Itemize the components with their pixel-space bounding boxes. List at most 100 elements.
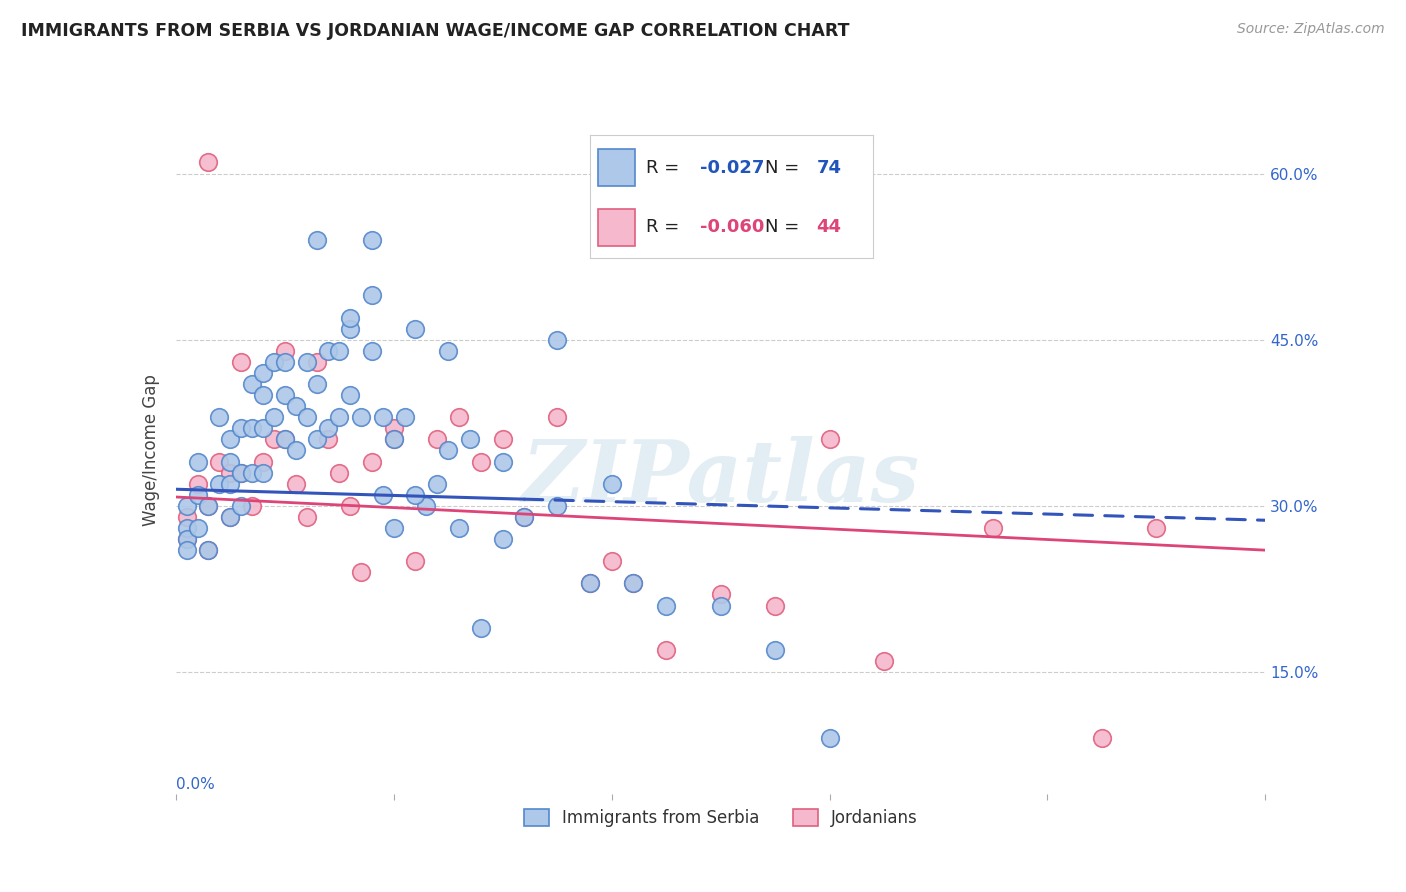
Point — [447, 410, 470, 425]
Point — [405, 488, 427, 502]
Point — [197, 543, 219, 558]
Point — [492, 532, 515, 546]
Point — [186, 476, 209, 491]
Point — [208, 410, 231, 425]
Point — [371, 488, 394, 502]
Point — [655, 643, 678, 657]
Point — [426, 476, 449, 491]
Point — [231, 421, 253, 435]
Point — [382, 433, 405, 447]
Point — [621, 576, 644, 591]
Point — [263, 433, 285, 447]
Point — [219, 476, 242, 491]
Point — [197, 499, 219, 513]
Point — [186, 488, 209, 502]
Point — [437, 443, 460, 458]
Point — [339, 310, 361, 325]
Text: Source: ZipAtlas.com: Source: ZipAtlas.com — [1237, 22, 1385, 37]
Point — [274, 388, 297, 402]
Point — [274, 343, 297, 358]
Point — [600, 476, 623, 491]
Point — [579, 576, 602, 591]
Point — [252, 454, 274, 468]
Point — [231, 355, 253, 369]
Point — [405, 554, 427, 568]
Point — [371, 410, 394, 425]
Point — [360, 233, 382, 247]
Point — [176, 543, 198, 558]
Point — [600, 554, 623, 568]
Point — [219, 433, 242, 447]
Point — [382, 521, 405, 535]
Point — [763, 599, 786, 613]
Point — [437, 343, 460, 358]
Point — [295, 510, 318, 524]
Point — [295, 410, 318, 425]
Point — [231, 466, 253, 480]
Point — [339, 499, 361, 513]
Point — [339, 321, 361, 335]
Point — [350, 410, 373, 425]
Point — [263, 410, 285, 425]
Point — [318, 343, 340, 358]
Point — [339, 388, 361, 402]
Point — [458, 433, 481, 447]
Point — [1144, 521, 1167, 535]
Point — [621, 576, 644, 591]
Point — [818, 731, 841, 746]
Point — [208, 476, 231, 491]
Point — [415, 499, 437, 513]
Text: IMMIGRANTS FROM SERBIA VS JORDANIAN WAGE/INCOME GAP CORRELATION CHART: IMMIGRANTS FROM SERBIA VS JORDANIAN WAGE… — [21, 22, 849, 40]
Point — [513, 510, 536, 524]
Point — [197, 499, 219, 513]
Point — [284, 443, 307, 458]
Point — [328, 343, 350, 358]
Point — [470, 454, 492, 468]
Point — [981, 521, 1004, 535]
Point — [307, 233, 329, 247]
Point — [405, 321, 427, 335]
Point — [274, 355, 297, 369]
Point — [818, 433, 841, 447]
Point — [360, 343, 382, 358]
Point — [710, 587, 733, 601]
Point — [240, 466, 263, 480]
Point — [307, 376, 329, 391]
Point — [307, 433, 329, 447]
Point — [176, 499, 198, 513]
Point — [873, 654, 896, 668]
Point — [382, 433, 405, 447]
Point — [492, 454, 515, 468]
Point — [360, 454, 382, 468]
Point — [307, 355, 329, 369]
Point — [252, 421, 274, 435]
Point — [219, 454, 242, 468]
Point — [470, 621, 492, 635]
Legend: Immigrants from Serbia, Jordanians: Immigrants from Serbia, Jordanians — [517, 802, 924, 834]
Point — [186, 521, 209, 535]
Point — [655, 599, 678, 613]
Point — [579, 576, 602, 591]
Text: 0.0%: 0.0% — [176, 777, 215, 792]
Point — [274, 433, 297, 447]
Point — [197, 155, 219, 169]
Point — [284, 399, 307, 413]
Point — [426, 433, 449, 447]
Point — [197, 543, 219, 558]
Point — [274, 433, 297, 447]
Point — [328, 466, 350, 480]
Point — [318, 421, 340, 435]
Point — [231, 499, 253, 513]
Point — [328, 410, 350, 425]
Point — [360, 288, 382, 302]
Point — [176, 532, 198, 546]
Point — [394, 410, 416, 425]
Point — [176, 521, 198, 535]
Point — [240, 376, 263, 391]
Point — [208, 454, 231, 468]
Point — [219, 510, 242, 524]
Point — [231, 466, 253, 480]
Point — [350, 566, 373, 580]
Point — [763, 643, 786, 657]
Point — [176, 532, 198, 546]
